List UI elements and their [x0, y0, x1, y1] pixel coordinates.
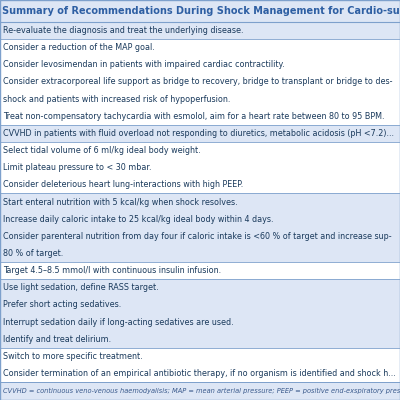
Bar [0, 348, 400, 382]
Bar [0, 382, 400, 400]
Bar [0, 39, 400, 125]
Text: Consider levosimendan in patients with impaired cardiac contractility.: Consider levosimendan in patients with i… [3, 60, 285, 69]
Text: Limit plateau pressure to < 30 mbar.: Limit plateau pressure to < 30 mbar. [3, 163, 152, 172]
Text: CVVHD in patients with fluid overload not responding to diuretics, metabolic aci: CVVHD in patients with fluid overload no… [3, 129, 394, 138]
Text: Interrupt sedation daily if long-acting sedatives are used.: Interrupt sedation daily if long-acting … [3, 318, 234, 326]
Text: shock and patients with increased risk of hypoperfusion.: shock and patients with increased risk o… [3, 95, 230, 104]
Bar [0, 262, 400, 279]
Text: Consider parenteral nutrition from day four if caloric intake is <60 % of target: Consider parenteral nutrition from day f… [3, 232, 392, 241]
Bar [0, 125, 400, 142]
Text: Consider deleterious heart lung-interactions with high PEEP.: Consider deleterious heart lung-interact… [3, 180, 243, 189]
Text: Increase daily caloric intake to 25 kcal/kg ideal body within 4 days.: Increase daily caloric intake to 25 kcal… [3, 215, 274, 224]
Text: Start enteral nutrition with 5 kcal/kg when shock resolves.: Start enteral nutrition with 5 kcal/kg w… [3, 198, 238, 206]
Text: Consider termination of an empirical antibiotic therapy, if no organism is ident: Consider termination of an empirical ant… [3, 369, 396, 378]
Text: Re-evaluate the diagnosis and treat the underlying disease.: Re-evaluate the diagnosis and treat the … [3, 26, 244, 35]
Text: Select tidal volume of 6 ml/kg ideal body weight.: Select tidal volume of 6 ml/kg ideal bod… [3, 146, 201, 155]
Text: Summary of Recommendations During Shock Management for Cardio-surgical Intensive: Summary of Recommendations During Shock … [2, 6, 400, 16]
Text: 80 % of target.: 80 % of target. [3, 249, 63, 258]
Text: Consider extracorporeal life support as bridge to recovery, bridge to transplant: Consider extracorporeal life support as … [3, 78, 392, 86]
Text: Identify and treat delirium.: Identify and treat delirium. [3, 335, 111, 344]
Text: Switch to more specific treatment.: Switch to more specific treatment. [3, 352, 143, 361]
Bar [0, 194, 400, 262]
Text: Use light sedation, define RASS target.: Use light sedation, define RASS target. [3, 283, 159, 292]
Text: Target 4.5–8.5 mmol/l with continuous insulin infusion.: Target 4.5–8.5 mmol/l with continuous in… [3, 266, 221, 275]
Bar [0, 279, 400, 348]
Text: Consider a reduction of the MAP goal.: Consider a reduction of the MAP goal. [3, 43, 155, 52]
Bar [0, 22, 400, 39]
Text: CVVHD = continuous veno-venous haemodyalisis; MAP = mean arterial pressure; PEEP: CVVHD = continuous veno-venous haemodyal… [3, 388, 400, 394]
Text: Treat non-compensatory tachycardia with esmolol, aim for a heart rate between 80: Treat non-compensatory tachycardia with … [3, 112, 384, 121]
Text: Prefer short acting sedatives.: Prefer short acting sedatives. [3, 300, 121, 309]
Bar [0, 0, 400, 22]
Bar [0, 142, 400, 194]
